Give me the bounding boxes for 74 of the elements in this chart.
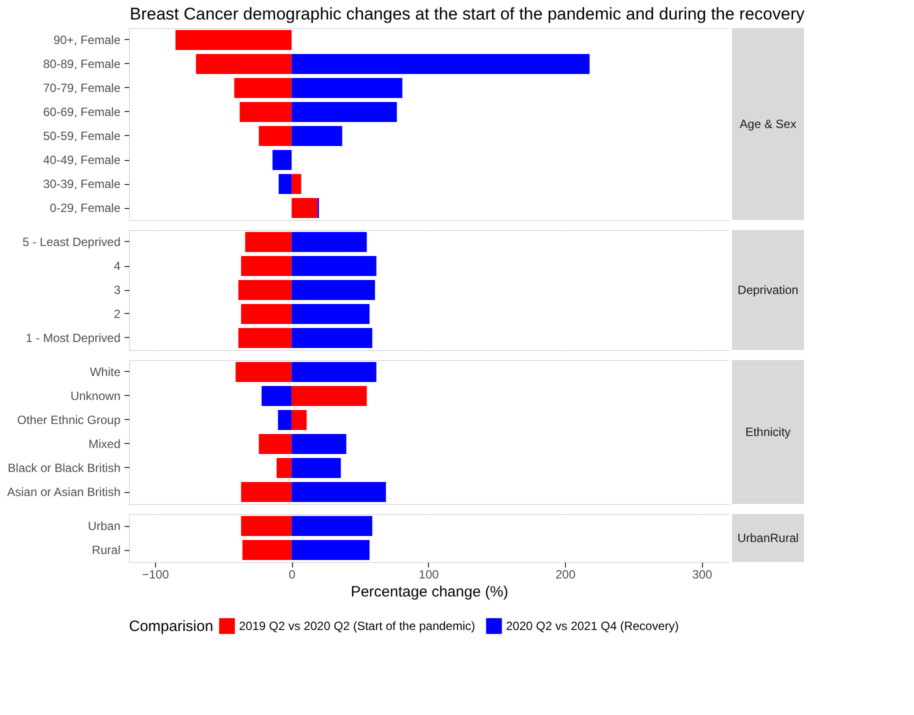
bar xyxy=(292,198,318,218)
bar xyxy=(278,174,292,194)
bar xyxy=(240,102,292,122)
bar xyxy=(238,328,292,348)
bar xyxy=(292,482,386,502)
bar xyxy=(241,516,292,536)
text: Breast Cancer demographic changes at the start of the pandemic and during the recovery xyxy=(130,4,805,24)
bar xyxy=(245,232,292,252)
bar xyxy=(292,78,402,98)
y-tick-label: 3 xyxy=(114,283,121,297)
bar xyxy=(292,54,590,74)
x-tick-label: 200 xyxy=(555,568,576,582)
y-tick-label: 2 xyxy=(114,307,121,321)
bar xyxy=(238,280,292,300)
x-tick-label: 100 xyxy=(418,568,440,582)
bar xyxy=(242,540,292,560)
bar xyxy=(262,386,292,406)
y-tick-label: 0-29, Female xyxy=(50,201,121,215)
text: Deprivation xyxy=(738,283,798,297)
bar xyxy=(196,54,292,74)
text: Age & Sex xyxy=(740,117,796,131)
bar xyxy=(236,362,292,382)
x-tick-label: 0 xyxy=(288,568,296,582)
bar xyxy=(292,174,302,194)
bar xyxy=(272,150,292,170)
y-tick-label: Other Ethnic Group xyxy=(17,413,121,427)
bar xyxy=(292,328,372,348)
text: Ethnicity xyxy=(745,425,791,439)
y-tick-label: Unknown xyxy=(70,389,120,403)
bar xyxy=(292,540,370,560)
bar xyxy=(292,386,367,406)
y-tick-label: 80-89, Female xyxy=(43,57,121,71)
y-tick-label: 60-69, Female xyxy=(43,105,121,119)
x-axis-title: Percentage change (%) xyxy=(350,584,508,600)
y-tick-label: 90+, Female xyxy=(53,33,121,47)
y-tick-label: 1 - Most Deprived xyxy=(26,331,120,345)
bar xyxy=(292,516,372,536)
bar xyxy=(241,304,292,324)
bar xyxy=(292,362,376,382)
text: UrbanRural xyxy=(737,531,799,545)
bar xyxy=(175,30,292,50)
bar xyxy=(292,232,367,252)
x-tick-label: −100 xyxy=(142,568,170,582)
y-tick-label: Urban xyxy=(88,519,120,533)
y-tick-label: Asian or Asian British xyxy=(7,485,120,499)
bar xyxy=(292,280,376,300)
bar xyxy=(258,434,292,454)
y-tick-label: 30-39, Female xyxy=(43,177,121,191)
y-tick-label: 70-79, Female xyxy=(43,81,121,95)
y-tick-label: Mixed xyxy=(88,437,120,451)
y-tick-label: White xyxy=(90,365,121,379)
bar xyxy=(292,434,346,454)
bar xyxy=(292,304,370,324)
bar xyxy=(278,410,292,430)
y-tick-label: 5 - Least Deprived xyxy=(22,235,120,249)
bar xyxy=(258,126,292,146)
bar xyxy=(241,482,292,502)
bar xyxy=(292,458,341,478)
legend-label: 2019 Q2 vs 2020 Q2 (Start of the pandemic) xyxy=(239,619,476,634)
x-tick-label: 300 xyxy=(692,568,712,582)
y-tick-label: 4 xyxy=(114,259,121,273)
bar xyxy=(234,78,292,98)
bar xyxy=(241,256,292,276)
y-tick-label: Black or Black British xyxy=(8,461,120,475)
bar xyxy=(292,126,342,146)
bar xyxy=(292,256,376,276)
bar xyxy=(292,410,307,430)
y-tick-label: 50-59, Female xyxy=(43,129,121,143)
y-tick-label: 40-49, Female xyxy=(43,153,121,167)
legend-label: 2020 Q2 vs 2021 Q4 (Recovery) xyxy=(506,619,679,634)
legend-title: Comparision xyxy=(129,618,214,635)
y-tick-label: Rural xyxy=(92,543,120,557)
bar xyxy=(276,458,292,478)
bar xyxy=(292,102,397,122)
